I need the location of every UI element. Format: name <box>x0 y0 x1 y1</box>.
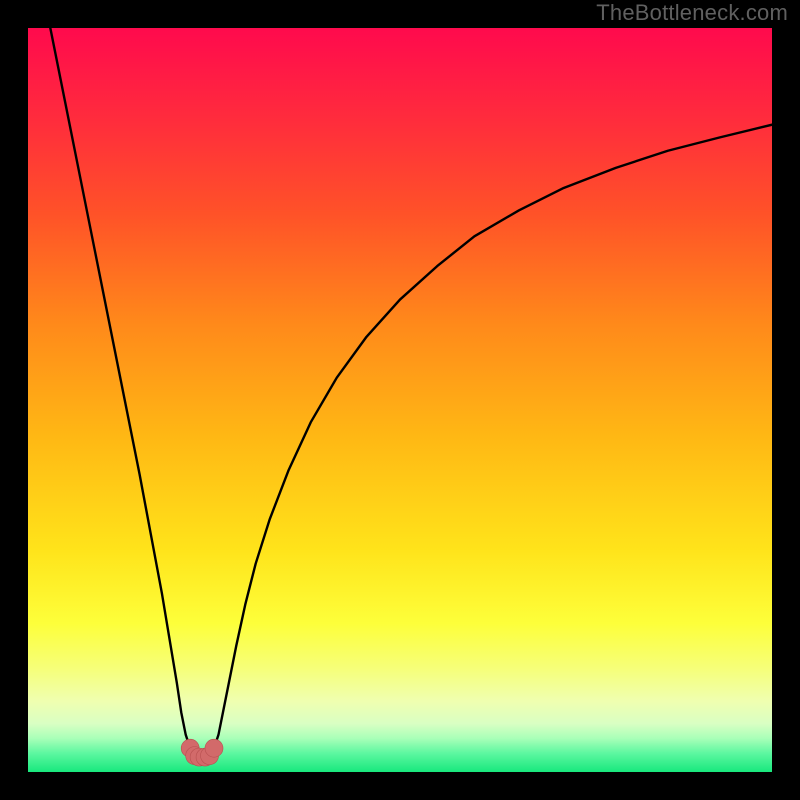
watermark-text: TheBottleneck.com <box>596 0 788 26</box>
plot-background <box>28 28 772 772</box>
chart-stage: TheBottleneck.com <box>0 0 800 800</box>
plot-svg <box>28 28 772 772</box>
optimum-marker <box>205 739 223 757</box>
plot-area <box>28 28 772 772</box>
